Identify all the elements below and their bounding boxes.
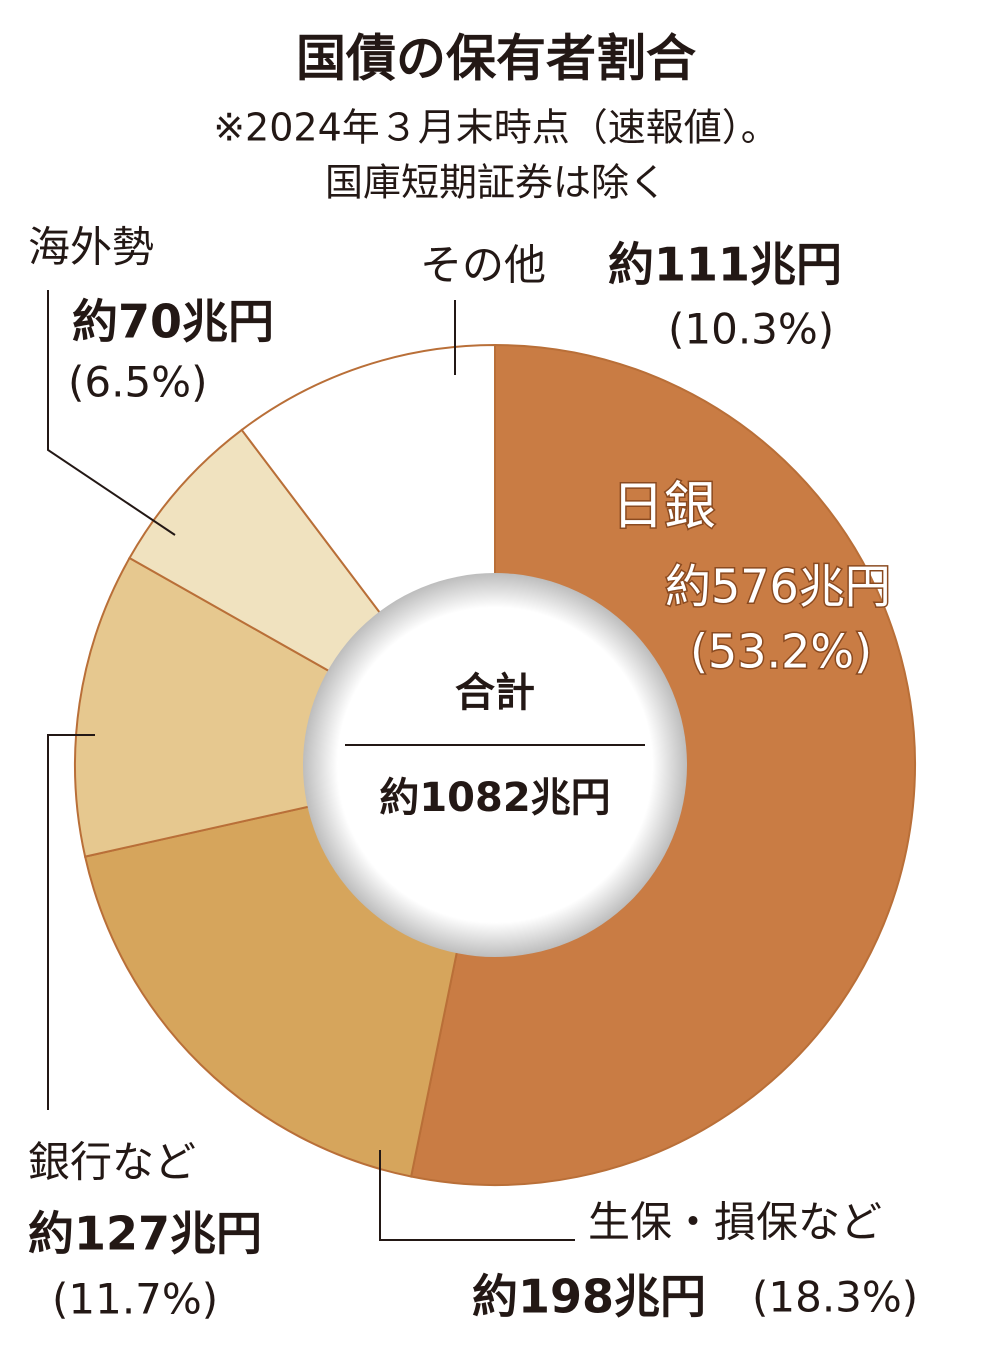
- center-value: 約1082兆円: [379, 775, 610, 821]
- amount-label: 約576兆円: [665, 560, 891, 614]
- value-label: (11.7%): [52, 1275, 218, 1324]
- leader-line: [379, 1150, 575, 1241]
- leader-line: [47, 734, 95, 1110]
- slice-name: 日銀: [612, 477, 716, 537]
- subtitle: ※2024年３月末時点（速報値）。: [213, 106, 779, 150]
- slices: [74, 343, 916, 1186]
- slice-name: 生保・損保など: [588, 1198, 882, 1247]
- center-label: 合計: [455, 670, 535, 716]
- donut-hole: [303, 573, 687, 957]
- value-label: (10.3%): [668, 305, 834, 354]
- subtitle: 国庫短期証券は除く: [325, 161, 667, 205]
- amount-label: 約70兆円: [72, 295, 274, 349]
- amount-label: 約111兆円: [608, 238, 842, 292]
- slice-name: 銀行など: [28, 1138, 196, 1187]
- chart-title: 国債の保有者割合: [296, 30, 696, 88]
- value-label: (6.5%): [68, 358, 207, 407]
- value-label: (18.3%): [752, 1273, 918, 1322]
- slice-name: その他: [420, 241, 546, 290]
- amount-label: 約127兆円: [28, 1207, 262, 1261]
- amount-label: 約198兆円: [472, 1270, 706, 1324]
- value-label: (53.2%): [690, 625, 872, 679]
- leader-line: [47, 290, 176, 536]
- slice-name: 海外勢: [28, 223, 154, 272]
